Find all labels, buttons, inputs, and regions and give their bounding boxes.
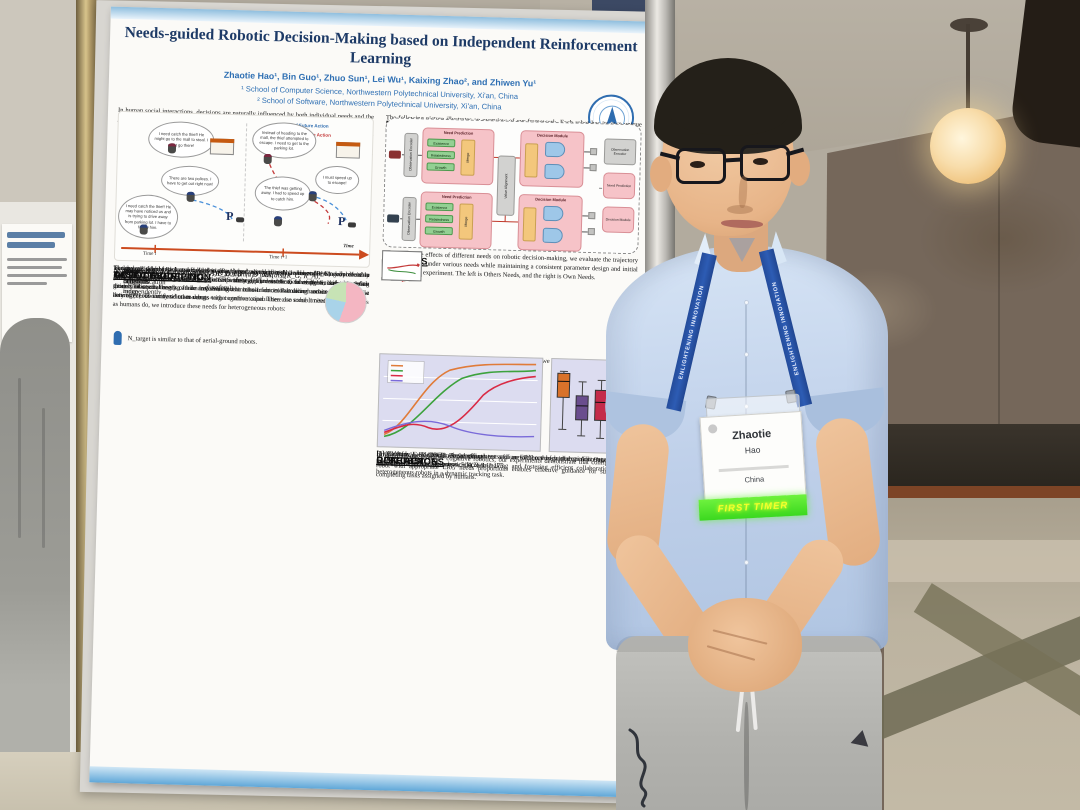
agent-note: N_target is similar to that of aerial-gr… bbox=[127, 335, 258, 346]
aerial-robot-icon bbox=[387, 214, 400, 223]
neighbor-poster-title-bar bbox=[7, 242, 55, 248]
network-architecture-diagram: Observation Encoder Observation Encoder … bbox=[382, 117, 642, 255]
shirt-button bbox=[744, 352, 749, 357]
merge-block: Merge bbox=[458, 203, 474, 240]
timeline-label: Time t+1 bbox=[268, 255, 288, 261]
collar-opening bbox=[729, 238, 755, 262]
bench bbox=[886, 424, 1080, 490]
poster-left-column: ABSTRACT In human social interactions, d… bbox=[111, 107, 375, 354]
output-node bbox=[588, 211, 596, 220]
decision-module: Decision Module bbox=[519, 130, 585, 188]
badge: Zhaotie Hao China bbox=[699, 410, 807, 504]
police-robot-icon bbox=[308, 191, 317, 202]
observation-encoder-block: Observation Encoder bbox=[401, 196, 417, 242]
timeline-label: Time bbox=[343, 244, 354, 250]
trajectory-thumbnail bbox=[381, 250, 423, 282]
ground-robot-icon bbox=[388, 150, 402, 159]
timeline-label: Time t bbox=[142, 251, 157, 257]
needs-pie-chart bbox=[324, 280, 368, 324]
car-icon bbox=[235, 217, 245, 223]
presenter-ear bbox=[788, 150, 810, 186]
pendant-lamp bbox=[930, 108, 1006, 184]
output-node bbox=[589, 148, 598, 156]
police-robot-icon bbox=[186, 191, 195, 202]
shirt-button bbox=[744, 300, 749, 305]
shop-icon bbox=[335, 141, 361, 159]
parking-icon: P bbox=[337, 214, 346, 229]
presenter-hands bbox=[688, 598, 802, 692]
bench-wood-strip bbox=[886, 486, 1080, 499]
trajectory-grid bbox=[379, 250, 638, 357]
poster-right-column: NETWORK ARCHITECTURE The following pictu… bbox=[376, 114, 642, 480]
decision-module: Decision Module bbox=[517, 194, 583, 252]
success-line-chart bbox=[376, 353, 544, 452]
own-needs-grid bbox=[380, 250, 507, 347]
observation-encoder-block: Observation Encoder bbox=[403, 132, 419, 178]
presenter-eye bbox=[690, 161, 705, 168]
badge-surname: Hao bbox=[744, 444, 761, 456]
existence-block: Existence bbox=[425, 202, 454, 212]
relatedness-block: Relatedness bbox=[426, 150, 456, 160]
need-prediction-module: Need Prediction Existence Relatedness Gr… bbox=[421, 127, 495, 186]
pants-seam bbox=[744, 702, 749, 810]
target-need-block: Need Prediction bbox=[602, 172, 636, 200]
glasses-right-lens bbox=[740, 145, 790, 181]
relatedness-block: Relatedness bbox=[425, 214, 454, 224]
presenter-nose-base bbox=[727, 205, 753, 214]
wall-seam bbox=[998, 140, 1000, 540]
output-node bbox=[589, 164, 597, 172]
pin-icon bbox=[113, 330, 122, 346]
need-prediction-module: Need Prediction Existence Relatedness Gr… bbox=[419, 191, 493, 250]
existence-block: Existence bbox=[427, 138, 456, 148]
merge-block: Merge bbox=[460, 139, 476, 176]
police-robot-icon bbox=[273, 216, 283, 227]
shirt-button bbox=[744, 560, 749, 565]
research-poster: Needs-guided Robotic Decision-Making bas… bbox=[89, 6, 653, 798]
parking-icon: P bbox=[225, 208, 234, 224]
metrics-charts bbox=[376, 353, 636, 455]
neighbor-poster-title-bar bbox=[7, 232, 65, 238]
pants-script-mark bbox=[628, 728, 648, 808]
output-node bbox=[587, 227, 595, 236]
floor-walkway bbox=[884, 540, 1080, 582]
scenario-cartoon-figure: Thief Future Action Police Future Action… bbox=[113, 110, 374, 268]
value-alignment-block: Value Alignment bbox=[496, 155, 516, 216]
badge-country: China bbox=[744, 474, 765, 485]
presenter-ear bbox=[650, 156, 672, 192]
shop-icon bbox=[209, 138, 235, 156]
police-robot-icon bbox=[139, 224, 148, 235]
bystander bbox=[0, 318, 70, 810]
formula-block: N_safety = 1[dist(R_G, x_safety) < D_col… bbox=[112, 265, 370, 338]
thief-robot-icon bbox=[263, 153, 272, 165]
badge-divider bbox=[718, 464, 789, 473]
thief-robot-icon bbox=[167, 143, 177, 154]
growth-block: Growth bbox=[424, 226, 453, 236]
growth-block: Growth bbox=[426, 162, 455, 172]
target-decision-block: Decision Module bbox=[601, 206, 635, 234]
car-icon bbox=[347, 222, 357, 228]
presenter-eye bbox=[753, 158, 768, 165]
target-encoder-block: Observation Encoder bbox=[603, 138, 637, 166]
pendant-lamp-rod bbox=[966, 24, 970, 120]
